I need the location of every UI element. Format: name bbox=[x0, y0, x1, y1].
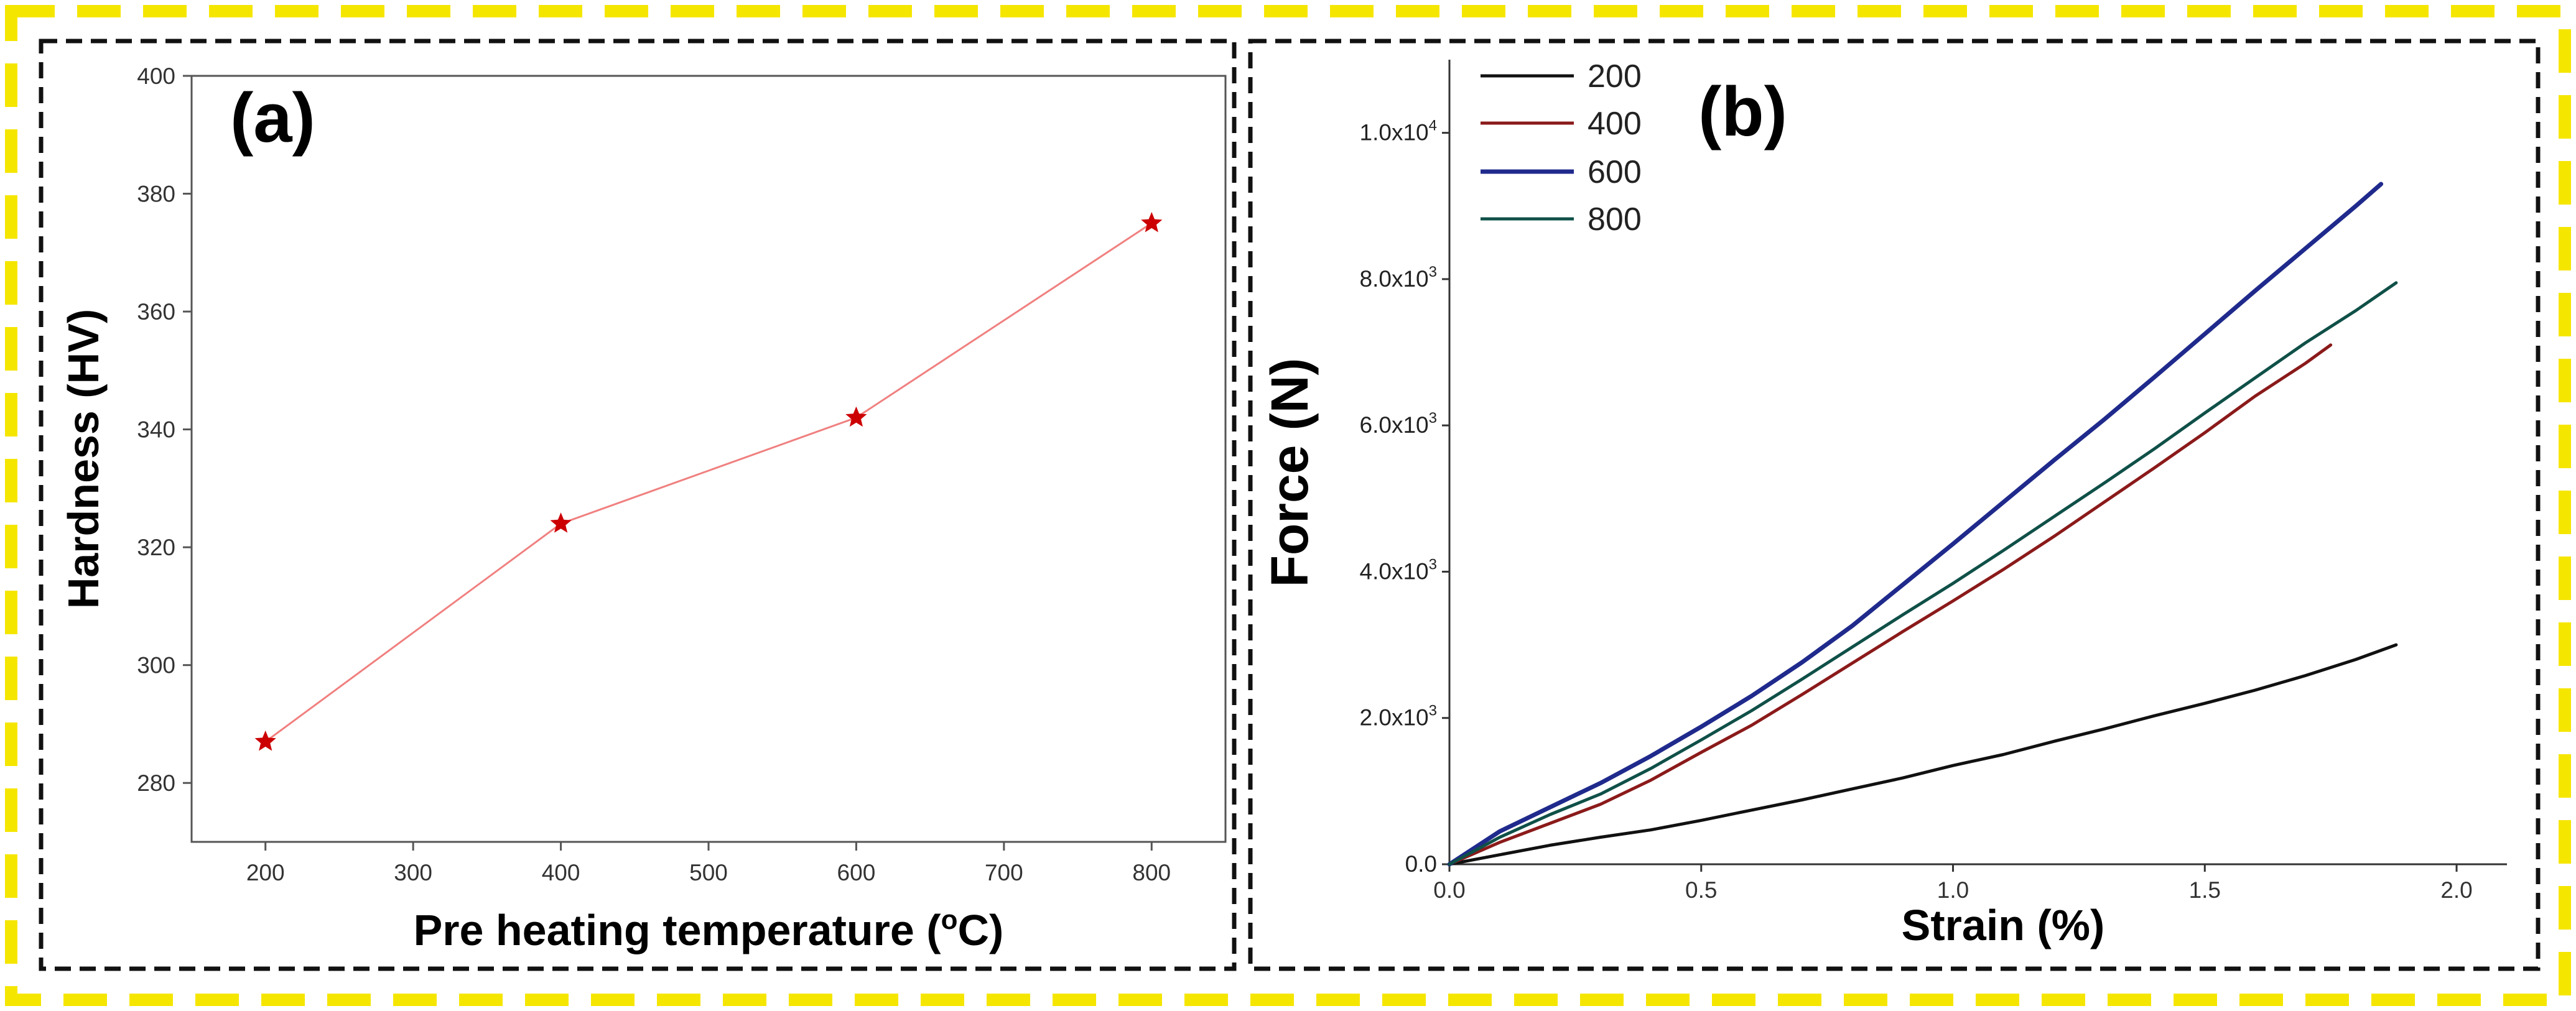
series-line-800 bbox=[1448, 281, 2398, 866]
x-tick-label: 400 bbox=[542, 860, 580, 885]
x-tick-label: 700 bbox=[985, 860, 1023, 885]
y-tick-label: 280 bbox=[137, 770, 175, 796]
y-tick-label: 300 bbox=[137, 653, 175, 678]
legend-label-800: 800 bbox=[1588, 201, 1642, 238]
y-tick-label: 1.0x104 bbox=[1360, 118, 1437, 145]
legend-label-200: 200 bbox=[1588, 58, 1642, 95]
y-tick-label: 360 bbox=[137, 299, 175, 325]
x-tick-label: 1.0 bbox=[1937, 877, 1969, 903]
chart-b-x-axis-title: Strain (%) bbox=[1902, 901, 2105, 949]
chart-a-x-axis-title-sup: o bbox=[941, 905, 958, 935]
y-tick-label: 320 bbox=[137, 535, 175, 560]
chart-a-x-axis-title-end: C) bbox=[958, 906, 1004, 954]
y-tick-mantissa: 1.0x10 bbox=[1360, 120, 1429, 145]
y-tick-label: 2.0x103 bbox=[1360, 703, 1437, 731]
series-line-200 bbox=[1448, 643, 2398, 866]
y-tick-label: 340 bbox=[137, 417, 175, 443]
chart-a-x-ticks: 200 300 400 500 600 700 800 bbox=[246, 842, 1171, 885]
y-tick-mantissa: 4.0x10 bbox=[1360, 558, 1429, 584]
chart-a-plot-frame bbox=[190, 75, 1227, 843]
data-point-star bbox=[1141, 211, 1163, 233]
y-tick-label: 400 bbox=[137, 63, 175, 89]
y-tick-label: 8.0x103 bbox=[1360, 264, 1437, 292]
x-tick-label: 800 bbox=[1132, 860, 1171, 885]
x-tick-label: 300 bbox=[394, 860, 432, 885]
chart-b-x-ticks: 0.0 0.5 1.0 1.5 2.0 bbox=[1433, 864, 2473, 903]
y-tick-exponent: 3 bbox=[1429, 410, 1437, 427]
legend-label-600: 600 bbox=[1588, 154, 1642, 190]
x-tick-label: 0.0 bbox=[1433, 877, 1465, 903]
chart-a-x-axis-title: Pre heating temperature (oC) bbox=[414, 905, 1004, 954]
x-tick-label: 2.0 bbox=[2440, 877, 2472, 903]
data-point-star bbox=[254, 730, 276, 751]
y-tick-mantissa: 2.0x10 bbox=[1360, 705, 1429, 731]
y-tick-mantissa: 8.0x10 bbox=[1360, 266, 1429, 292]
chart-a: 200 300 400 500 600 700 800 280 300 320 340 360 380… bbox=[59, 63, 1227, 954]
y-tick-mantissa: 0.0 bbox=[1405, 851, 1437, 877]
chart-b-panel-label: (b) bbox=[1698, 73, 1787, 150]
chart-a-panel-label: (a) bbox=[230, 79, 315, 157]
chart-b-legend: 200 400 600 800 bbox=[1481, 58, 1642, 238]
x-tick-label: 1.5 bbox=[2189, 877, 2221, 903]
data-point-star bbox=[845, 406, 867, 427]
chart-a-x-axis-title-main: Pre heating temperature ( bbox=[414, 906, 942, 954]
series-line-600 bbox=[1447, 182, 2384, 867]
y-tick-exponent: 3 bbox=[1429, 556, 1437, 573]
outer-frame bbox=[5, 5, 2571, 1006]
legend-label-400: 400 bbox=[1588, 106, 1642, 142]
y-tick-label: 6.0x103 bbox=[1360, 410, 1437, 438]
x-tick-label: 500 bbox=[689, 860, 728, 885]
chart-b-series bbox=[1447, 182, 2398, 867]
chart-a-series-line bbox=[264, 222, 1153, 743]
x-tick-label: 200 bbox=[246, 860, 285, 885]
chart-a-markers bbox=[254, 211, 1163, 751]
data-point-star bbox=[550, 512, 572, 533]
series-line-400 bbox=[1448, 343, 2333, 866]
y-tick-exponent: 3 bbox=[1429, 703, 1437, 719]
panel-a-border bbox=[39, 39, 1237, 971]
y-tick-exponent: 4 bbox=[1429, 118, 1437, 134]
chart-a-y-axis-title: Hardness (HV) bbox=[59, 309, 108, 609]
y-tick-mantissa: 6.0x10 bbox=[1360, 412, 1429, 438]
y-tick-label: 4.0x103 bbox=[1360, 556, 1437, 584]
y-tick-exponent: 3 bbox=[1429, 264, 1437, 280]
panel-b-border bbox=[1248, 39, 2541, 971]
y-tick-label: 0.0 bbox=[1405, 851, 1437, 877]
x-tick-label: 0.5 bbox=[1685, 877, 1717, 903]
chart-a-y-ticks: 280 300 320 340 360 380 400 bbox=[137, 63, 192, 796]
x-tick-label: 600 bbox=[837, 860, 876, 885]
y-tick-label: 380 bbox=[137, 182, 175, 207]
chart-b: 0.0 0.5 1.0 1.5 2.0 0.02.0x1034.0x1036.0x103… bbox=[1260, 58, 2507, 949]
chart-b-y-axis-title: Force (N) bbox=[1260, 358, 1319, 588]
